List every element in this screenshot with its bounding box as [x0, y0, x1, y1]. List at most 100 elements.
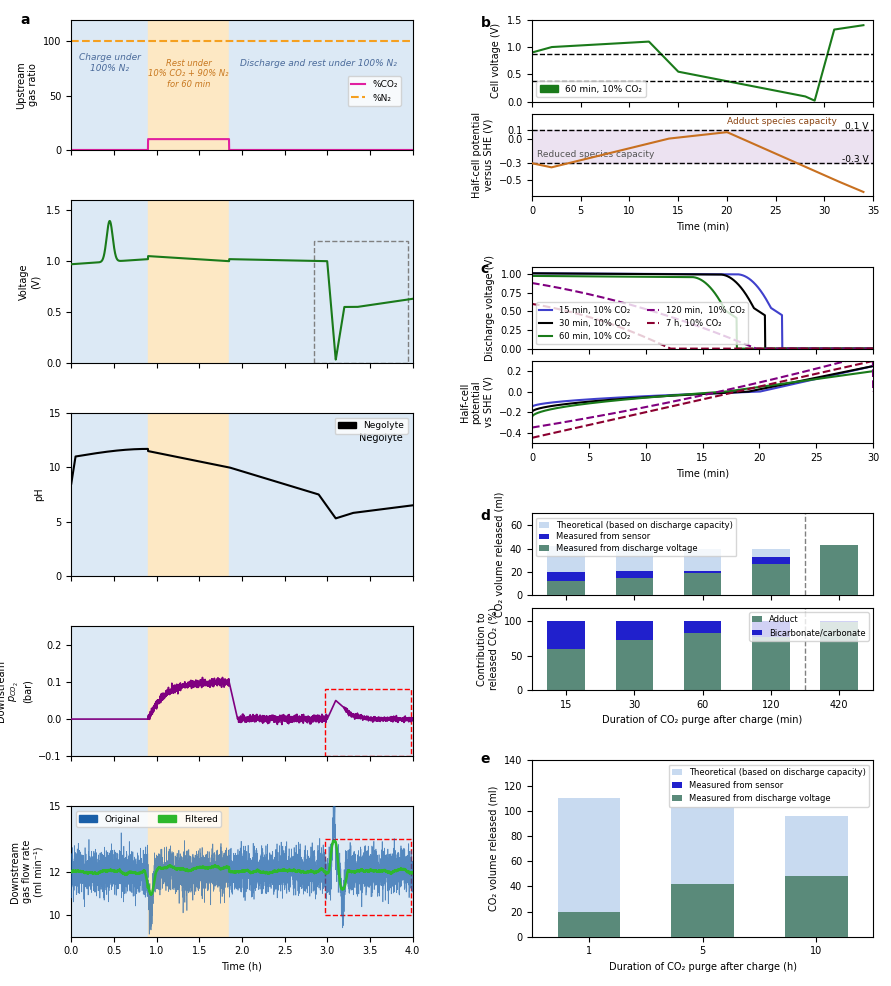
60 min, 10% CO₂: [761, 343, 772, 355]
120 min,  10% CO₂: [561, 284, 572, 296]
7 h, 10% CO₂: [868, 343, 879, 355]
Bar: [821, 545, 858, 596]
Line: 120 min,  10% CO₂: 120 min, 10% CO₂: [532, 283, 873, 349]
Bar: [683, 571, 722, 596]
60 min, 10% CO₂: [793, 343, 804, 355]
Bar: [71, 626, 148, 756]
30 min, 10% CO₂: [793, 343, 804, 355]
Bar: [229, 20, 413, 150]
Bar: [71, 200, 148, 363]
Legend: Theoretical (based on discharge capacity), Measured from sensor, Measured from d: Theoretical (based on discharge capacity…: [669, 764, 869, 807]
Legend: Original, Filtered: Original, Filtered: [76, 810, 221, 827]
Text: -0.3 V: -0.3 V: [842, 155, 869, 164]
Legend: Adduct, Bicarbonate/carbonate: Adduct, Bicarbonate/carbonate: [749, 612, 869, 641]
15 min, 10% CO₂: [665, 268, 675, 280]
Bar: [229, 807, 413, 937]
120 min,  10% CO₂: [868, 343, 879, 355]
Y-axis label: CO₂ volume released (ml): CO₂ volume released (ml): [495, 492, 504, 617]
Bar: [547, 572, 584, 596]
60 min, 10% CO₂: [799, 343, 810, 355]
X-axis label: Duration of CO₂ purge after charge (h): Duration of CO₂ purge after charge (h): [609, 962, 797, 972]
Text: Charge under
100% N₂: Charge under 100% N₂: [78, 53, 141, 73]
Bar: [229, 626, 413, 756]
7 h, 10% CO₂: [561, 305, 572, 317]
Text: b: b: [481, 16, 491, 30]
120 min,  10% CO₂: [677, 315, 688, 326]
7 h, 10% CO₂: [665, 342, 675, 354]
30 min, 10% CO₂: [761, 343, 772, 355]
Bar: [616, 547, 653, 596]
Y-axis label: Downstream
gas flow rate
(ml min⁻¹): Downstream gas flow rate (ml min⁻¹): [11, 840, 44, 903]
60 min, 10% CO₂: [665, 271, 675, 283]
Bar: [616, 621, 653, 640]
120 min,  10% CO₂: [761, 343, 772, 355]
Bar: [148, 413, 229, 576]
Bar: [671, 883, 734, 937]
30 min, 10% CO₂: [760, 343, 771, 355]
Bar: [683, 573, 722, 596]
Y-axis label: Discharge voltage (V): Discharge voltage (V): [485, 254, 495, 361]
Bar: [785, 815, 847, 937]
Text: Reduced species capacity: Reduced species capacity: [536, 150, 654, 159]
60 min, 10% CO₂: [732, 343, 742, 355]
Bar: [671, 807, 734, 937]
Bar: [547, 621, 584, 649]
Bar: [229, 200, 413, 363]
Bar: [752, 621, 789, 637]
7 h, 10% CO₂: [527, 298, 537, 310]
Bar: [616, 640, 653, 690]
Text: Adduct species capacity: Adduct species capacity: [727, 117, 837, 126]
15 min, 10% CO₂: [868, 343, 879, 355]
Bar: [148, 626, 229, 756]
Text: Rest under
10% CO₂ + 90% N₂
for 60 min: Rest under 10% CO₂ + 90% N₂ for 60 min: [148, 59, 229, 89]
Y-axis label: Half-cell
potential
vs SHE (V): Half-cell potential vs SHE (V): [460, 377, 493, 428]
15 min, 10% CO₂: [761, 294, 772, 306]
30 min, 10% CO₂: [868, 343, 879, 355]
30 min, 10% CO₂: [561, 267, 572, 279]
15 min, 10% CO₂: [527, 267, 537, 279]
Bar: [821, 545, 858, 596]
7 h, 10% CO₂: [793, 343, 804, 355]
X-axis label: Time (min): Time (min): [676, 221, 729, 232]
Bar: [785, 877, 847, 937]
Bar: [558, 798, 620, 937]
Bar: [821, 622, 858, 690]
Bar: [616, 571, 653, 596]
Bar: [547, 546, 584, 596]
Bar: [148, 20, 229, 150]
Bar: [616, 578, 653, 596]
Text: e: e: [481, 751, 490, 765]
Bar: [752, 548, 789, 596]
7 h, 10% CO₂: [799, 343, 810, 355]
Legend: Theoretical (based on discharge capacity), Measured from sensor, Measured from d: Theoretical (based on discharge capacity…: [536, 518, 736, 556]
120 min,  10% CO₂: [751, 343, 762, 355]
60 min, 10% CO₂: [527, 270, 537, 282]
Bar: [683, 633, 722, 690]
30 min, 10% CO₂: [799, 343, 810, 355]
X-axis label: Duration of CO₂ purge after charge (min): Duration of CO₂ purge after charge (min): [602, 715, 803, 725]
Y-axis label: Half-cell potential
versus SHE (V): Half-cell potential versus SHE (V): [471, 112, 493, 198]
Text: d: d: [481, 510, 491, 524]
Legend: %CO₂, %N₂: %CO₂, %N₂: [347, 77, 401, 106]
Bar: [71, 807, 148, 937]
Bar: [752, 637, 789, 690]
Text: Negolyte: Negolyte: [358, 433, 402, 443]
30 min, 10% CO₂: [665, 268, 675, 280]
X-axis label: Time (min): Time (min): [676, 468, 729, 478]
Bar: [148, 200, 229, 363]
120 min,  10% CO₂: [665, 311, 675, 322]
15 min, 10% CO₂: [799, 343, 810, 355]
60 min, 10% CO₂: [868, 343, 879, 355]
Bar: [547, 649, 584, 690]
Bar: [71, 20, 148, 150]
120 min,  10% CO₂: [793, 343, 804, 355]
Bar: [683, 621, 722, 633]
15 min, 10% CO₂: [677, 268, 688, 280]
7 h, 10% CO₂: [666, 343, 676, 355]
Y-axis label: CO₂ volume released (ml): CO₂ volume released (ml): [488, 786, 498, 911]
Legend: 15 min, 10% CO₂, 30 min, 10% CO₂, 60 min, 10% CO₂, 120 min,  10% CO₂, 7 h, 10% C: 15 min, 10% CO₂, 30 min, 10% CO₂, 60 min…: [536, 303, 748, 344]
Y-axis label: Upstream
gas ratio: Upstream gas ratio: [16, 61, 37, 108]
Legend: Negolyte: Negolyte: [335, 418, 408, 434]
Text: c: c: [481, 262, 489, 276]
Line: 60 min, 10% CO₂: 60 min, 10% CO₂: [532, 276, 873, 349]
